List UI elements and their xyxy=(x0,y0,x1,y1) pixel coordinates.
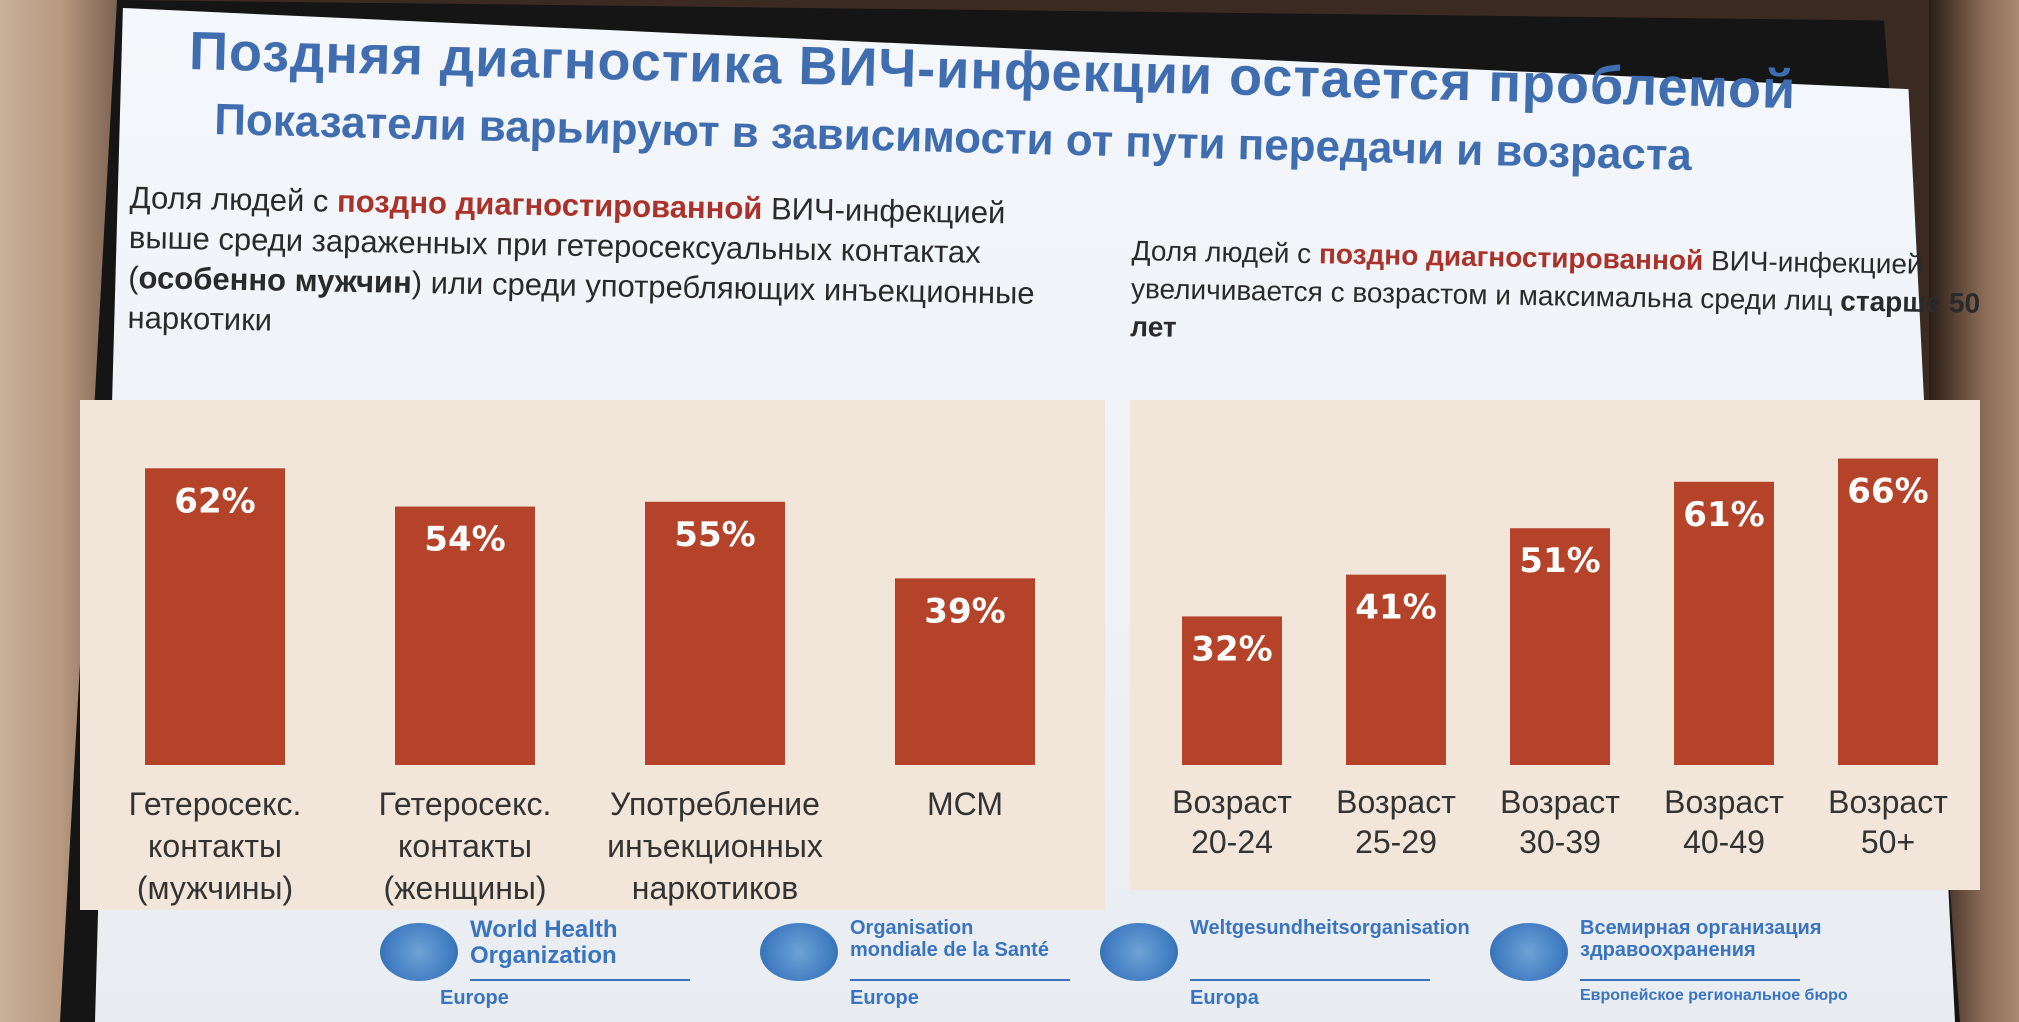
bar-value-label: 62% xyxy=(174,481,255,521)
category-label: 40-49 xyxy=(1683,824,1765,860)
left-chart-description: Доля людей с поздно диагностированной ВИ… xyxy=(127,178,1070,354)
bar-value-label: 55% xyxy=(674,515,755,555)
who-logo-fr-text: Organisation mondiale de la Santé xyxy=(850,917,1049,961)
who-en-line-1: World Health xyxy=(470,916,618,943)
age-group-chart: 32% Возраст 20-24 41% Возраст 25-29 51% Возраст… xyxy=(1172,458,1948,860)
bar xyxy=(645,501,785,765)
who-logo-fr-rule xyxy=(850,979,1070,981)
right-chart-panel: 32% Возраст 20-24 41% Возраст 25-29 51% Возраст… xyxy=(1130,400,1980,890)
who-logo-fr: Organisation mondiale de la Santé Europe xyxy=(760,915,1090,1015)
who-logo-ru-rule xyxy=(1580,979,1800,981)
bar-value-label: 66% xyxy=(1847,472,1928,512)
category-label: Гетеросекс. xyxy=(379,786,552,822)
who-logo-en-text: World Health Organization xyxy=(470,917,618,969)
transmission-route-chart: 62% Гетеросекс. контакты (мужчины) 54% Гетеро… xyxy=(129,468,1035,906)
who-logo-en: World Health Organization Europe xyxy=(380,915,710,1015)
who-logo-ru-text: Всемирная организация здравоохранения xyxy=(1580,917,1821,961)
who-ru-line-2: здравоохранения xyxy=(1580,939,1756,961)
category-label: 25-29 xyxy=(1355,824,1437,860)
bar-value-label: 32% xyxy=(1191,629,1272,669)
who-logos-footer: World Health Organization Europe Organis… xyxy=(380,915,1848,1015)
bar xyxy=(1346,574,1446,765)
right-desc-pre: Доля людей с xyxy=(1131,234,1320,270)
who-ru-line-1: Всемирная организация xyxy=(1580,917,1822,939)
category-label: Гетеросекс. xyxy=(129,786,302,822)
right-chart-description: Доля людей с поздно диагностированной ВИ… xyxy=(1130,232,2012,361)
category-label: 30-39 xyxy=(1519,824,1601,860)
bar xyxy=(1510,528,1610,765)
who-fr-sub: Europe xyxy=(850,987,919,1009)
bar-value-label: 61% xyxy=(1683,495,1764,535)
category-label: Возраст xyxy=(1664,784,1784,820)
category-label: 50+ xyxy=(1861,824,1915,860)
bar-value-label: 41% xyxy=(1355,588,1436,628)
category-label: Возраст xyxy=(1336,784,1456,820)
who-emblem-icon xyxy=(1100,923,1178,981)
who-logo-de-text: Weltgesundheitsorganisation xyxy=(1190,917,1470,939)
bar-value-label: 39% xyxy=(924,591,1005,631)
who-de-sub: Europa xyxy=(1190,987,1259,1009)
category-label: (женщины) xyxy=(383,870,546,906)
who-logo-en-rule xyxy=(470,979,690,981)
category-label: наркотиков xyxy=(632,870,798,906)
who-logo-de: Weltgesundheitsorganisation Europa xyxy=(1100,915,1470,1015)
category-label: (мужчины) xyxy=(137,870,293,906)
bar xyxy=(1674,481,1774,765)
who-emblem-icon xyxy=(760,923,838,981)
who-fr-line-2: mondiale de la Santé xyxy=(850,939,1049,961)
bar xyxy=(895,578,1035,765)
who-en-sub: Europe xyxy=(440,987,509,1009)
bar-value-label: 54% xyxy=(424,520,505,560)
category-label: Возраст xyxy=(1172,784,1292,820)
category-label: 20-24 xyxy=(1191,824,1273,860)
who-de-line-1: Weltgesundheitsorganisation xyxy=(1190,917,1470,939)
category-label: Возраст xyxy=(1500,784,1620,820)
category-label: контакты xyxy=(398,828,532,864)
bar xyxy=(145,468,285,765)
who-en-line-2: Organization xyxy=(470,942,617,969)
bar xyxy=(1182,616,1282,765)
bar xyxy=(395,506,535,765)
who-logo-ru: Всемирная организация здравоохранения Ев… xyxy=(1490,915,1848,1015)
left-chart-panel: 62% Гетеросекс. контакты (мужчины) 54% Гетеро… xyxy=(80,400,1105,910)
category-label: Возраст xyxy=(1828,784,1948,820)
who-emblem-icon xyxy=(1490,923,1568,981)
who-ru-sub: Европейское региональное бюро xyxy=(1580,987,1848,1004)
left-desc-highlight: поздно диагностированной xyxy=(336,183,763,227)
who-fr-line-1: Organisation xyxy=(850,917,974,939)
left-desc-pre: Доля людей с xyxy=(129,179,338,219)
bar xyxy=(1838,458,1938,765)
category-label: Употребление xyxy=(610,786,820,822)
bar-value-label: 51% xyxy=(1519,541,1600,581)
who-emblem-icon xyxy=(380,923,458,981)
category-label: инъекционных xyxy=(607,828,823,864)
right-desc-highlight: поздно диагностированной xyxy=(1318,238,1704,276)
category-label: МСМ xyxy=(927,786,1003,822)
category-label: контакты xyxy=(148,828,282,864)
left-desc-bold: особенно мужчин xyxy=(138,260,413,300)
who-logo-de-rule xyxy=(1190,979,1430,981)
